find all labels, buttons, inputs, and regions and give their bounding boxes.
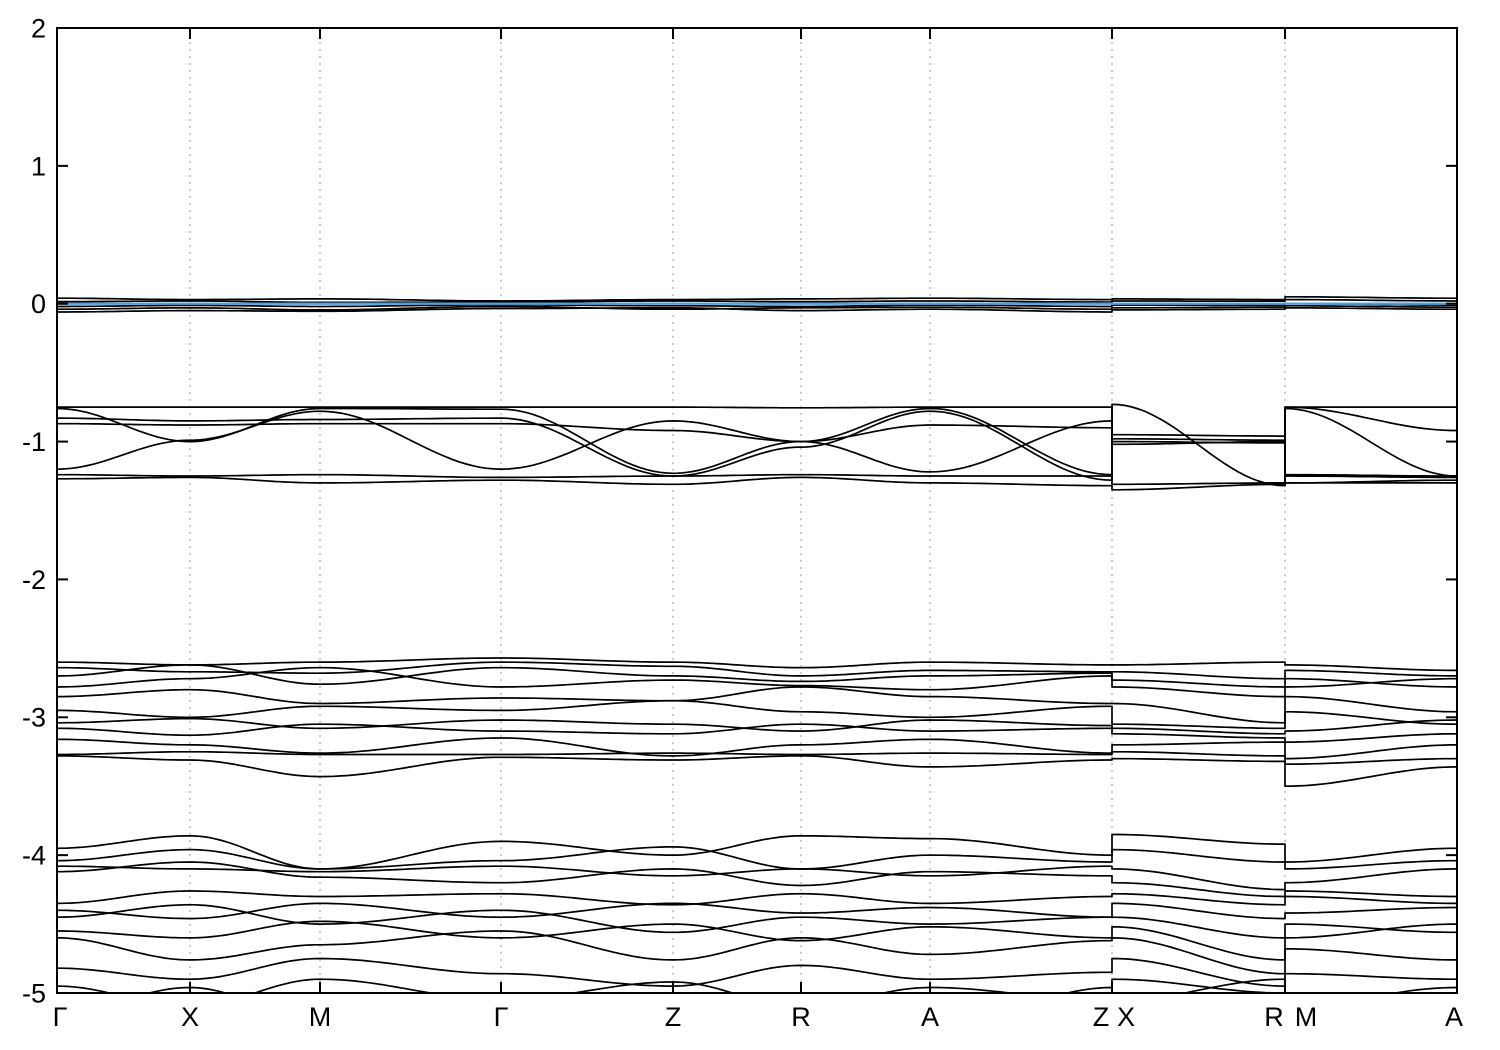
energy-band-mid-valence-bands (57, 750, 1457, 766)
energy-band-lower-valence-bands (57, 890, 1457, 906)
energy-band-lower-valence-bands (57, 903, 1457, 939)
energy-band-upper-valence-bands (57, 406, 1457, 437)
tick-layer (57, 27, 1457, 994)
energy-band-mid-valence-bands (57, 699, 1457, 730)
energy-band-mid-valence-bands (57, 686, 1457, 724)
energy-band-mid-valence-bands (57, 755, 1457, 788)
y-axis-tick-label: -4 (22, 841, 46, 871)
energy-band-upper-valence-bands (57, 403, 1457, 487)
kpoint-label: X (181, 1002, 199, 1032)
energy-band-mid-valence-bands (57, 737, 1457, 760)
kpoint-label: R (1264, 1002, 1284, 1032)
kpoint-label: Z (1093, 1002, 1110, 1032)
energy-band-lower-valence-bands (57, 902, 1457, 920)
energy-band-near-fermi-bands (57, 304, 1457, 311)
energy-band-lower-valence-bands (57, 865, 1457, 891)
energy-band-lower-valence-bands (57, 833, 1457, 870)
energy-band-near-fermi-bands (57, 295, 1457, 302)
kpoint-label: Z (665, 1002, 682, 1032)
y-axis-tick-label: -1 (22, 427, 46, 457)
energy-band-upper-valence-bands (57, 422, 1457, 484)
kpoint-label: Γ (494, 1002, 509, 1032)
energy-band-lower-valence-bands (57, 957, 1457, 987)
energy-band-mid-valence-bands (57, 666, 1457, 698)
energy-band-mid-valence-bands (57, 723, 1457, 743)
energy-band-mid-valence-bands (57, 657, 1457, 672)
y-axis-tick-label: -5 (22, 978, 46, 1008)
y-axis-tick-label: 0 (31, 289, 46, 319)
energy-band-near-fermi-bands (57, 306, 1457, 313)
energy-band-near-fermi-bands (57, 298, 1457, 304)
y-axis-tick-label: -3 (22, 703, 46, 733)
kpoint-label: A (1445, 1002, 1463, 1032)
energy-band-lower-valence-bands (57, 930, 1457, 975)
energy-band-lower-valence-bands (57, 846, 1457, 870)
plot-border (56, 27, 1458, 994)
energy-band-mid-valence-bands (57, 664, 1457, 688)
energy-band-lower-valence-bands (57, 920, 1457, 961)
axis-label-layer: 210-1-2-3-4-5Γ X M Γ Z R A Z X R M A (22, 13, 1463, 1032)
energy-band-near-fermi-bands (57, 302, 1457, 308)
energy-band-upper-valence-bands (57, 476, 1457, 491)
energy-band-mid-valence-bands (57, 661, 1457, 680)
gridline-layer (189, 28, 1286, 993)
kpoint-label: M (309, 1002, 332, 1032)
y-axis-tick-label: -2 (22, 565, 46, 595)
kpoint-label: A (921, 1002, 939, 1032)
kpoint-label: M (1295, 1002, 1318, 1032)
kpoint-label: R (791, 1002, 811, 1032)
energy-band-lower-valence-bands (57, 861, 1457, 898)
energy-band-upper-valence-bands (57, 473, 1457, 486)
kpoint-label: X (1117, 1002, 1135, 1032)
kpoint-label: Γ (53, 1002, 68, 1032)
bands-layer (57, 295, 1457, 993)
y-axis-tick-label: 2 (31, 13, 46, 43)
y-axis-tick-label: 1 (31, 151, 46, 181)
energy-band-upper-valence-bands (57, 406, 1457, 482)
energy-band-lower-valence-bands (146, 978, 1286, 993)
